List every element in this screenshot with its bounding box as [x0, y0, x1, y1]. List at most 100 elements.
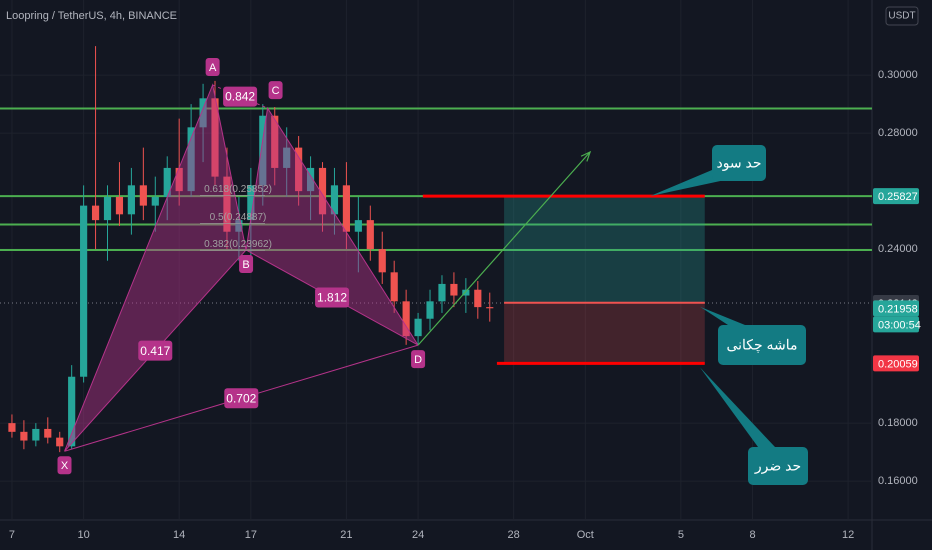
candle-body [486, 307, 494, 309]
countdown-badge [873, 316, 919, 333]
candle-body [247, 185, 255, 221]
price-badge [873, 300, 919, 317]
candle-body [44, 428, 52, 438]
point-label: C [272, 85, 280, 97]
x-tick-label: 24 [412, 529, 424, 541]
y-tick-label: 0.28000 [878, 127, 918, 139]
fib-label: 0.5(0.24887) [210, 212, 267, 223]
ratio-box [224, 388, 259, 409]
x-tick-label: 28 [508, 529, 520, 541]
candle-body [259, 115, 267, 186]
projection-arrow [417, 151, 591, 346]
candle-body [378, 249, 386, 273]
candle-body [390, 272, 398, 302]
price-badge [873, 355, 919, 372]
candle-body [342, 185, 350, 232]
callout-pointer [650, 170, 725, 197]
x-tick-label: 14 [173, 529, 185, 541]
point-box [205, 57, 220, 76]
price-badge-label: 0.25827 [878, 191, 918, 203]
candle-body [163, 167, 171, 197]
fib-label: 0.382(0.23962) [204, 239, 272, 250]
point-label: B [242, 259, 249, 271]
candle-body [68, 376, 76, 447]
ratio-label: 1.812 [317, 291, 347, 305]
point-box [239, 254, 254, 273]
candle-body [127, 185, 135, 215]
candle-body [366, 220, 374, 250]
candle-body [283, 147, 291, 168]
candle-body [199, 98, 207, 128]
ratio-box [223, 86, 258, 107]
arrow-head [580, 150, 592, 162]
x-tick-label: 12 [842, 529, 854, 541]
candle-body [295, 147, 303, 192]
candle-body [91, 205, 100, 221]
x-tick-label: 7 [9, 529, 15, 541]
candle-body [139, 185, 147, 206]
ratio-label: 0.702 [226, 391, 256, 405]
callout-pointer [700, 367, 775, 447]
ratio-label: 0.842 [225, 90, 255, 104]
candle-body [318, 167, 327, 215]
chart-title: Loopring / TetherUS, 4h, BINANCE [6, 10, 177, 22]
candle-body [223, 176, 231, 232]
point-box [411, 350, 426, 369]
x-tick-label: 17 [245, 529, 257, 541]
candle-body [235, 220, 243, 232]
y-tick-label: 0.18000 [878, 417, 918, 429]
callout-box [718, 325, 806, 365]
y-tick-label: 0.16000 [878, 475, 918, 487]
point-label: D [414, 354, 422, 366]
x-tick-label: 8 [749, 529, 755, 541]
price-badge [873, 188, 919, 205]
x-tick-label: 5 [678, 529, 684, 541]
callout-box [712, 145, 766, 181]
candle-body [80, 205, 88, 377]
loss-zone [504, 302, 705, 364]
callout-label: ماشه چکانی [726, 337, 797, 353]
price-badge-label: 0.20059 [878, 358, 918, 370]
candle-body [32, 428, 40, 441]
candle-body [426, 301, 434, 319]
candle-body [306, 167, 315, 192]
price-badge-label: 0.21958 [878, 303, 918, 315]
callout-box [748, 447, 808, 485]
callout-pointer [700, 306, 745, 325]
point-label: X [61, 460, 69, 472]
candle-body [211, 98, 219, 177]
y-tick-label: 0.24000 [878, 243, 918, 255]
ratio-box [315, 287, 350, 308]
candle-body [187, 127, 195, 192]
profit-zone [504, 196, 705, 303]
callout-label: حد ضرر [754, 458, 801, 475]
plot [0, 46, 872, 453]
candle-body [402, 301, 410, 337]
point-box [268, 81, 283, 100]
x-tick-label: 21 [340, 529, 352, 541]
candle-body [175, 167, 183, 192]
ratio-box [138, 340, 173, 361]
overlay: 0.618(0.25852) 0.5(0.24887) 0.382(0.23962)… [57, 57, 808, 485]
x-tick-label: Oct [577, 529, 594, 541]
candle-body [103, 196, 112, 221]
candle-body [115, 196, 124, 215]
candle-body [354, 220, 362, 232]
candle-body [151, 196, 159, 206]
candle-body [414, 318, 422, 337]
candle-body [474, 289, 482, 308]
point-box [57, 456, 72, 475]
callout-label: حد سود [716, 155, 761, 172]
candle-body [271, 115, 279, 168]
countdown-label: 03:00:54 [878, 319, 921, 331]
candle-body [8, 423, 16, 432]
candle-body [330, 185, 339, 215]
ratio-label: 0.417 [140, 344, 170, 358]
x-tick-label: 10 [77, 529, 89, 541]
currency-label[interactable]: USDT [888, 11, 915, 22]
candle-body [56, 437, 64, 447]
point-label: A [209, 62, 217, 74]
currency-button[interactable] [885, 6, 919, 26]
fib-label: 0.618(0.25852) [204, 184, 272, 195]
